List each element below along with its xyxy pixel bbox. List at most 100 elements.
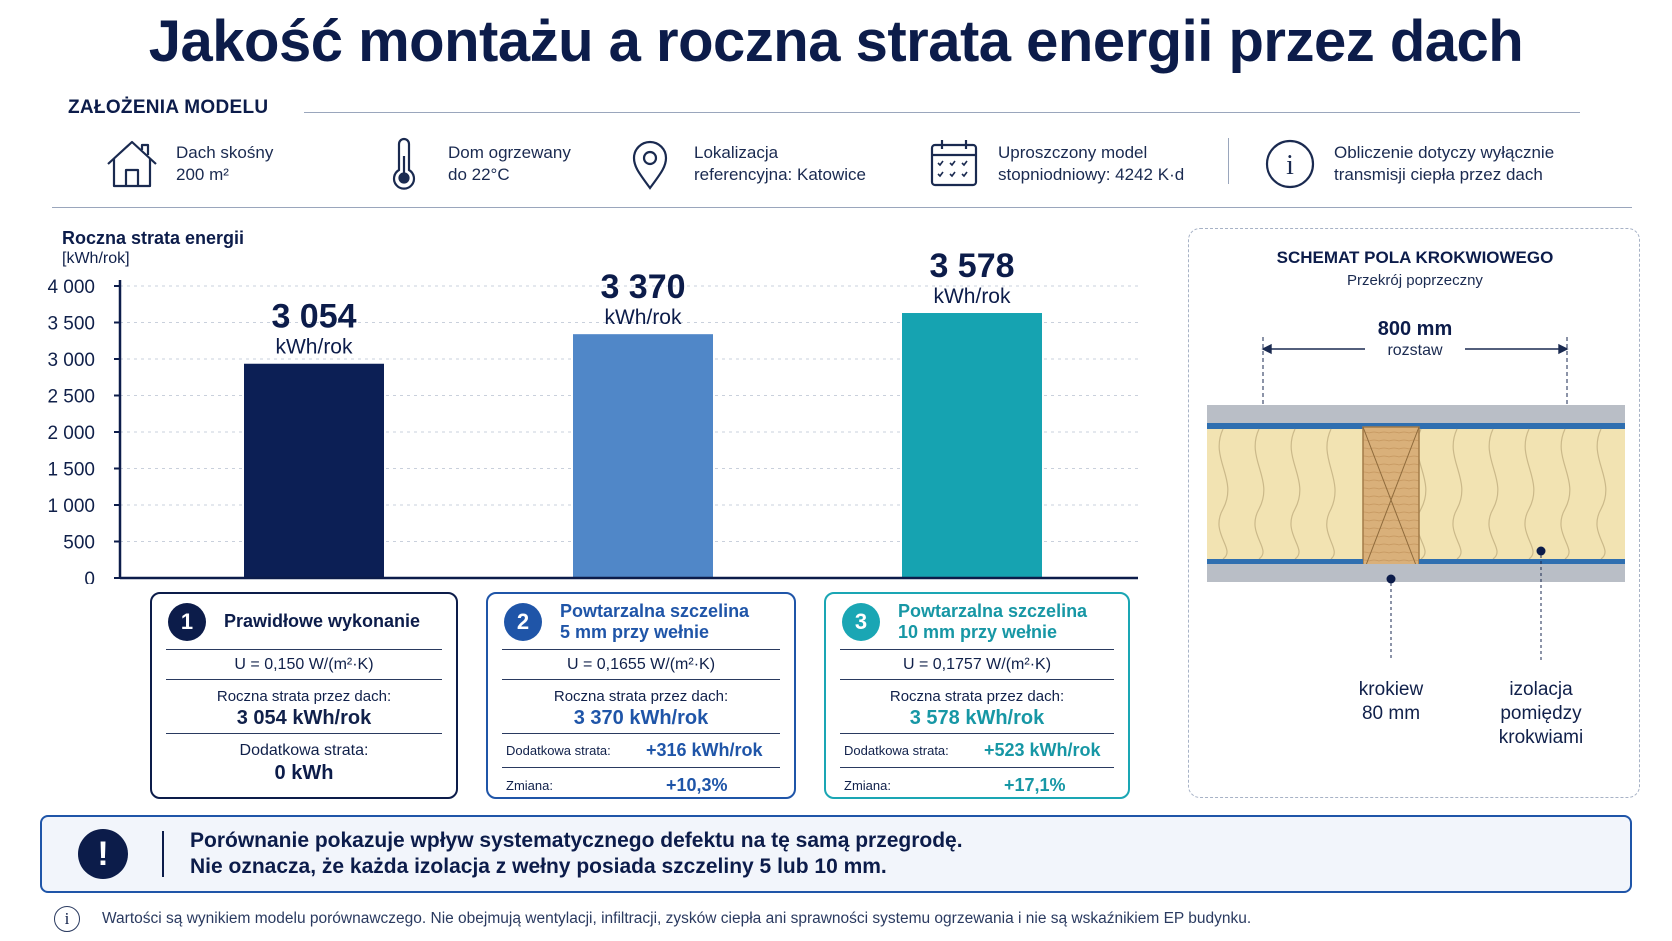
y-tick-label: 1 500	[47, 460, 95, 481]
assumption-location: Lokalizacja referencyjna: Katowice	[622, 136, 866, 192]
spacing-label: rozstaw	[1387, 342, 1443, 359]
rafter-cross-section: SCHEMAT POLA KROKWIOWEGO Przekrój poprze…	[1207, 248, 1625, 748]
assumptions-separator	[1228, 138, 1229, 184]
y-tick-label: 0	[84, 569, 95, 584]
assumption-temperature: Dom ogrzewany do 22°C	[376, 136, 571, 192]
u-value-3: U = 0,1757 W/(m²·K)	[840, 650, 1114, 680]
bar-value-label: 3 578	[929, 247, 1014, 285]
extra-value-3: +523 kWh/rok	[984, 740, 1101, 760]
assumptions-divider	[304, 112, 1580, 113]
change-value-2: +10,3%	[666, 774, 728, 795]
rafter-label-line1: krokiew	[1359, 679, 1424, 700]
extra-value-2: +316 kWh/rok	[646, 740, 763, 760]
loss-value-3: 3 578 kWh/rok	[909, 707, 1045, 729]
insulation-label-line1: izolacja	[1509, 679, 1573, 700]
scenario-card-2: 2 Powtarzalna szczelina 5 mm przy wełnie U…	[486, 592, 796, 799]
assumption-degree-days-line2: stopniodniowy: 4242 K·d	[998, 165, 1185, 184]
insulation-label-line2: pomiędzy	[1500, 703, 1582, 724]
loss-value-1: 3 054 kWh/rok	[236, 707, 372, 729]
bar-scenario-1	[244, 363, 384, 578]
assumption-temperature-line2: do 22°C	[448, 165, 510, 184]
scenario-name-3-line1: Powtarzalna szczelina	[898, 600, 1088, 621]
section-divider	[52, 207, 1632, 208]
y-axis-unit: [kWh/rok]	[62, 250, 130, 267]
insulation-label-line3: krokwiami	[1499, 727, 1583, 748]
scenario-name-1: Prawidłowe wykonanie	[224, 611, 421, 631]
rafter-marker	[1386, 574, 1396, 584]
exclamation-icon: !	[78, 829, 128, 879]
spacing-dimension-arrow	[1261, 337, 1569, 407]
rafter-label-line2: 80 mm	[1362, 703, 1420, 724]
assumption-location-line2: referencyjna: Katowice	[694, 165, 866, 184]
y-tick-label: 4 000	[47, 277, 95, 298]
loss-value-2: 3 370 kWh/rok	[573, 707, 709, 729]
y-axis-title: Roczna strata energii	[62, 228, 244, 248]
thermometer-icon	[392, 137, 416, 190]
calendar-icon	[930, 140, 978, 187]
notice-banner: ! Porównanie pokazuje wpływ systematyczn…	[40, 815, 1632, 893]
page-title: Jakość montażu a roczna strata energii p…	[148, 9, 1524, 74]
schema-subtitle: Przekrój poprzeczny	[1347, 272, 1483, 289]
extra-value-1: 0 kWh	[274, 762, 334, 784]
assumption-roof: Dach skośny 200 m²	[104, 136, 273, 192]
rafter-schema-panel: SCHEMAT POLA KROKWIOWEGO Przekrój poprze…	[1188, 228, 1640, 798]
y-tick-label: 1 000	[47, 496, 95, 517]
y-tick-label: 500	[63, 533, 95, 554]
assumption-scope-line2: transmisji ciepła przez dach	[1334, 165, 1543, 184]
footnote-text: Wartości są wynikiem modelu porównawczeg…	[102, 910, 1252, 927]
house-icon	[107, 140, 157, 188]
loss-label-2: Roczna strata przez dach:	[553, 688, 729, 705]
y-tick-label: 3 500	[47, 314, 95, 335]
notice-line2: Nie oznacza, że każda izolacja z wełny p…	[190, 855, 887, 878]
assumption-scope-line1: Obliczenie dotyczy wyłącznie	[1334, 143, 1555, 162]
u-value-2: U = 0,1655 W/(m²·K)	[502, 650, 780, 680]
bar-value-unit: kWh/rok	[933, 285, 1011, 308]
change-label-3: Zmiana:	[844, 777, 891, 793]
scenario-card-1: 1 Prawidłowe wykonanie U = 0,150 W/(m²·K)…	[150, 592, 458, 799]
footnote: i Wartości są wynikiem modelu porównawcz…	[54, 906, 1251, 932]
assumption-scope: i Obliczenie dotyczy wyłącznie transmisji…	[1262, 136, 1554, 192]
assumption-degree-days-line1: Uproszczony model	[998, 143, 1148, 162]
scenario-badge-1: 1	[168, 602, 206, 641]
loss-label-3: Roczna strata przez dach:	[889, 688, 1065, 705]
bottom-board	[1207, 564, 1625, 582]
bar-value-label: 3 054	[271, 298, 356, 336]
bar-scenario-2	[573, 334, 713, 578]
bar-scenario-3	[902, 313, 1042, 578]
bar-value-unit: kWh/rok	[604, 306, 682, 329]
scenario-name-3-line2: 10 mm przy wełnie	[898, 621, 1058, 642]
spacing-value: 800 mm	[1378, 318, 1453, 340]
assumption-temperature-line1: Dom ogrzewany	[448, 143, 571, 162]
scenario-name-2-line2: 5 mm przy wełnie	[560, 621, 710, 642]
energy-loss-bar-chart: Roczna strata energii [kWh/rok] 0 500 1 00…	[47, 228, 1138, 584]
location-pin-icon	[632, 140, 668, 190]
change-value-3: +17,1%	[1004, 774, 1066, 795]
notice-divider	[162, 831, 164, 877]
bar-value-unit: kWh/rok	[275, 336, 353, 359]
y-tick-label: 2 500	[47, 387, 95, 408]
assumption-degree-days: Uproszczony model stopniodniowy: 4242 K·d	[926, 136, 1184, 192]
assumption-roof-line1: Dach skośny	[176, 143, 274, 162]
insulation-marker	[1536, 546, 1546, 556]
top-board	[1207, 405, 1625, 425]
notice-line1: Porównanie pokazuje wpływ systematyczneg…	[190, 829, 963, 852]
schema-title: SCHEMAT POLA KROKWIOWEGO	[1277, 248, 1554, 267]
y-tick-label: 2 000	[47, 423, 95, 444]
y-tick-label: 3 000	[47, 350, 95, 371]
bar-value-label: 3 370	[600, 268, 685, 306]
info-icon: i	[1265, 139, 1315, 189]
scenario-name-2-line1: Powtarzalna szczelina	[560, 600, 750, 621]
u-value-1: U = 0,150 W/(m²·K)	[166, 650, 442, 680]
info-icon: i	[54, 906, 80, 932]
scenario-card-3: 3 Powtarzalna szczelina 10 mm przy wełnie …	[824, 592, 1130, 799]
extra-label-2: Dodatkowa strata:	[506, 743, 611, 758]
scenario-badge-2: 2	[504, 602, 542, 641]
change-label-2: Zmiana:	[506, 777, 553, 793]
assumption-roof-line2: 200 m²	[176, 165, 229, 184]
extra-label-1: Dodatkowa strata:	[239, 742, 369, 759]
extra-label-3: Dodatkowa strata:	[844, 743, 949, 758]
assumption-location-line1: Lokalizacja	[694, 143, 779, 162]
svg-text:i: i	[1286, 150, 1294, 181]
assumptions-heading: ZAŁOŻENIA MODELU	[68, 97, 269, 118]
top-membrane	[1207, 423, 1625, 429]
